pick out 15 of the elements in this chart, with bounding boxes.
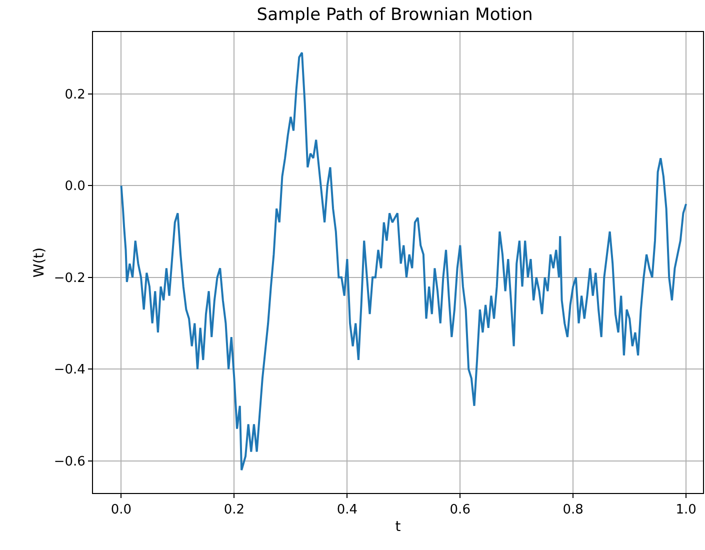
x-tick-label: 0.4: [336, 502, 358, 518]
x-tick-label: 0.6: [450, 502, 470, 518]
x-tick-label: 0.8: [562, 502, 584, 518]
x-tick-label: 0.2: [224, 502, 245, 518]
y-tick-label: −0.4: [54, 362, 86, 378]
y-tick-label: −0.6: [54, 454, 86, 470]
y-axis-title: W(t): [31, 247, 48, 278]
y-tick-label: 0.0: [64, 179, 86, 194]
x-tick-label: 1.0: [676, 502, 696, 518]
chart-title: Sample Path of Brownian Motion: [256, 5, 533, 26]
y-tick-label: −0.2: [54, 270, 86, 286]
line-series: [120, 52, 688, 472]
x-tick-label: 0.0: [110, 502, 132, 518]
y-tick-label: 0.2: [64, 87, 86, 102]
x-axis-title: t: [395, 518, 402, 535]
